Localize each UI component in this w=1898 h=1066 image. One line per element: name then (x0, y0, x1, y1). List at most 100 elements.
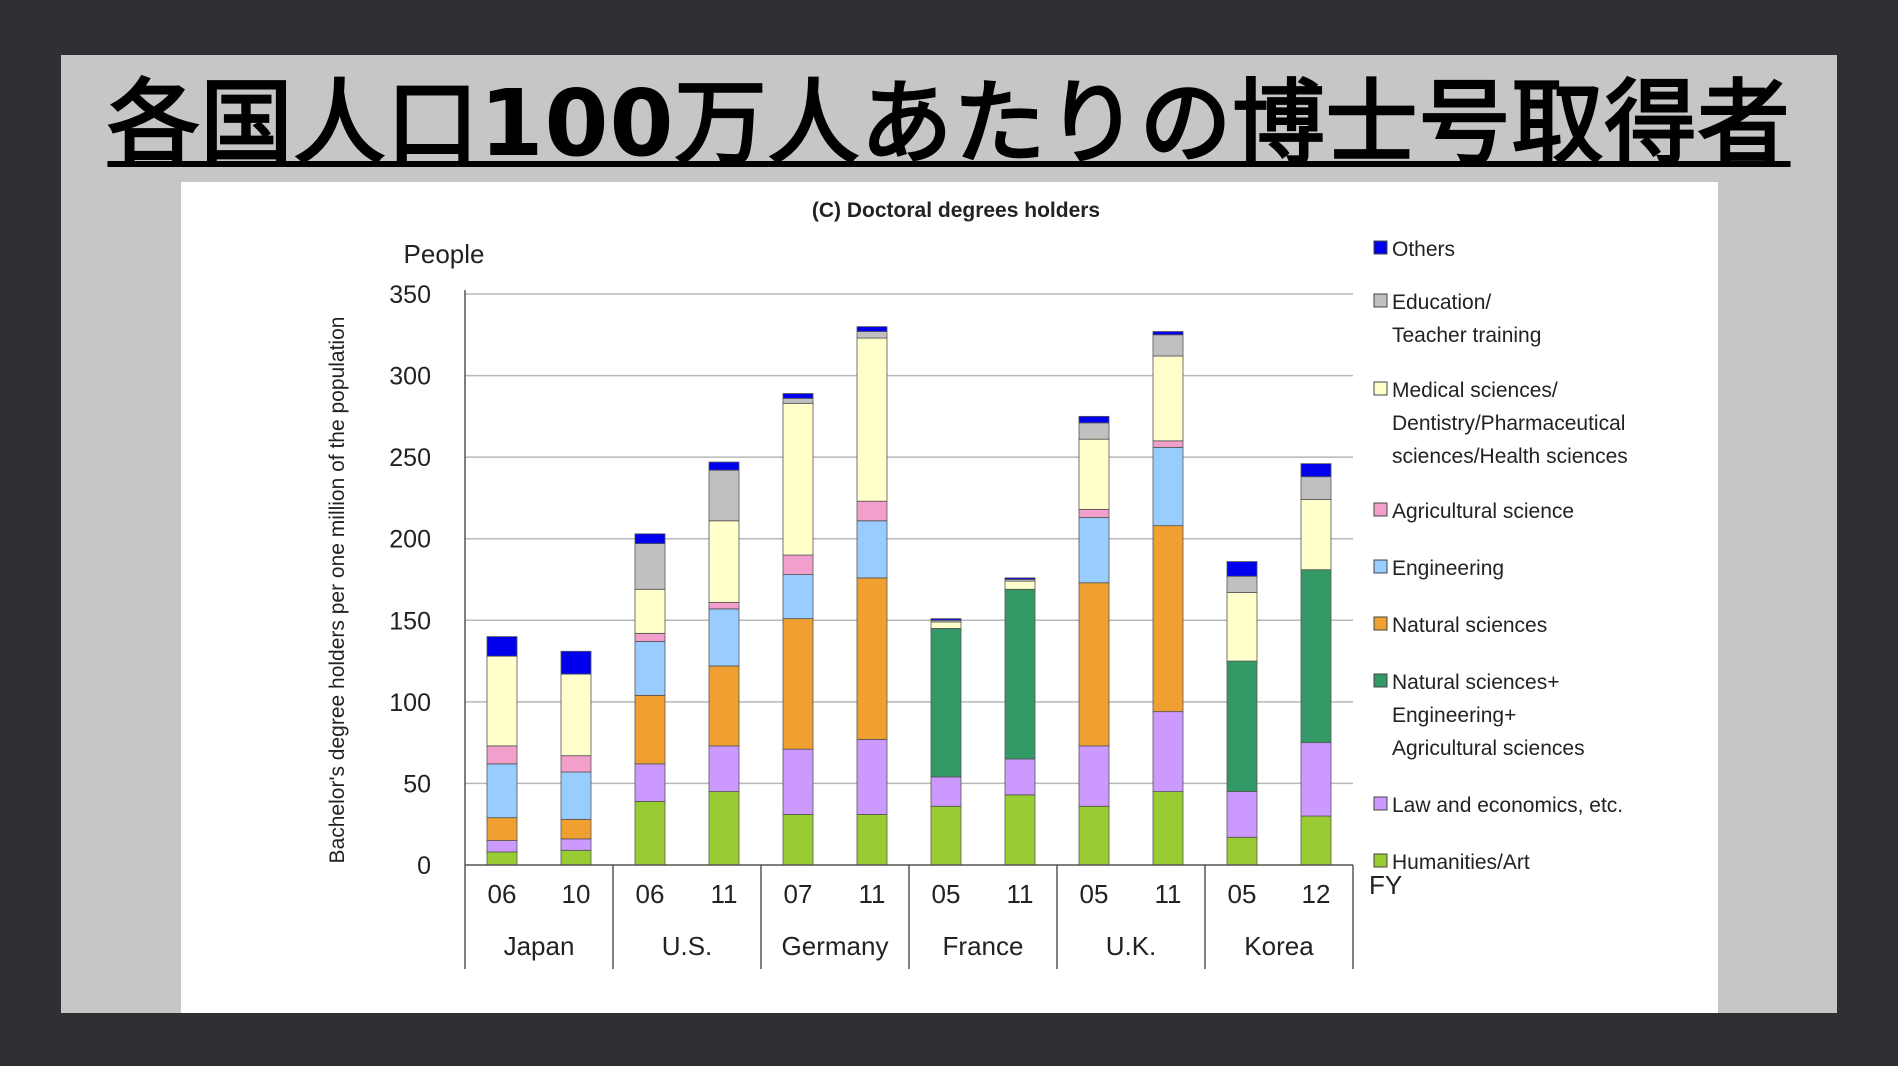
bar-segment (856, 337, 888, 502)
bar-segment (708, 601, 740, 610)
chart-title: (C) Doctoral degrees holders (812, 199, 1100, 222)
country-label: Korea (1244, 931, 1314, 961)
bar-segment (1152, 525, 1184, 713)
bar-segment (486, 745, 518, 765)
slide: 各国人口100万人あたりの博士号取得者 (C) Doctoral degrees… (61, 55, 1837, 1013)
bar-segment (1078, 582, 1110, 747)
bar-segment (634, 694, 666, 765)
bar-segment (1300, 815, 1332, 866)
bar-segment (708, 520, 740, 603)
legend-entry-text: Agricultural sciences (1392, 737, 1585, 760)
year-label: 11 (859, 879, 886, 909)
bar-segment (1078, 745, 1110, 807)
year-label: 12 (1302, 879, 1331, 909)
bar-segment (634, 632, 666, 642)
bar-segment (486, 817, 518, 841)
year-label: 11 (711, 879, 738, 909)
bar-segment (856, 577, 888, 740)
legend-entry-text: Teacher training (1392, 324, 1541, 347)
year-label: 05 (1080, 879, 1109, 909)
bar-segment (634, 588, 666, 634)
bar-segment (1152, 334, 1184, 357)
bar-segment (1226, 561, 1258, 577)
country-label: Germany (782, 931, 889, 961)
bar-segment (634, 533, 666, 545)
bar-segment (560, 818, 592, 840)
bar-segment (1004, 577, 1036, 580)
legend-swatch (1373, 853, 1388, 868)
legend-entry-text: Medical sciences/ (1392, 379, 1558, 402)
bar-segment (1152, 711, 1184, 792)
bar-segment (782, 402, 814, 556)
bar-segment (560, 838, 592, 851)
bar-segment (782, 814, 814, 866)
bar-segment (634, 800, 666, 866)
bar-segment (856, 326, 888, 332)
bar-segment (708, 791, 740, 866)
year-label: 06 (488, 879, 517, 909)
bar-segment (708, 608, 740, 667)
bar-segment (560, 771, 592, 820)
bar-segment (856, 814, 888, 866)
legend-swatch (1373, 240, 1388, 255)
chart-figure: (C) Doctoral degrees holders People Bach… (181, 182, 1718, 1013)
year-label: 06 (636, 879, 665, 909)
unit-label: People (404, 239, 485, 269)
bar-segment (930, 621, 962, 629)
bar-segment (1300, 569, 1332, 744)
bar-segment (1078, 805, 1110, 866)
bar-segment (782, 554, 814, 576)
legend-entry-text: Natural sciences+ (1392, 671, 1560, 694)
bar-segment (1152, 440, 1184, 448)
bar-segment (782, 574, 814, 620)
legend-entry-text: Natural sciences (1392, 614, 1547, 637)
bar-segment (560, 650, 592, 675)
stacked-bar-chart: (C) Doctoral degrees holders People Bach… (326, 199, 1628, 969)
legend-entry-text: Engineering+ (1392, 704, 1516, 727)
year-label: 11 (1155, 879, 1182, 909)
bar-segment (708, 469, 740, 522)
bar-segment (634, 763, 666, 802)
bar-segment (856, 738, 888, 815)
bar-segment (560, 755, 592, 773)
bar-segment (1226, 660, 1258, 792)
bar-segment (486, 840, 518, 853)
bar-segment (1226, 575, 1258, 593)
country-label: Japan (504, 931, 575, 961)
legend-entry-text: Law and economics, etc. (1392, 794, 1623, 817)
legend-entry-text: sciences/Health sciences (1392, 445, 1628, 468)
bar-segment (782, 393, 814, 399)
bar-segment (1078, 415, 1110, 424)
y-tick-label: 150 (389, 607, 431, 635)
bar-segment (930, 618, 962, 621)
bar-segment (930, 805, 962, 866)
legend-swatch (1373, 559, 1388, 574)
bar-segment (1300, 463, 1332, 478)
bar-segment (782, 748, 814, 815)
bar-segment (1152, 331, 1184, 336)
bar-segment (486, 655, 518, 747)
legend-entry-text: Engineering (1392, 557, 1504, 580)
year-label: 11 (1007, 879, 1034, 909)
year-label: 10 (562, 879, 591, 909)
bar-segment (856, 500, 888, 522)
bar-segment (1152, 446, 1184, 527)
bar-segment (856, 331, 888, 339)
year-label: 05 (1228, 879, 1257, 909)
legend-entry-text: Education/ (1392, 291, 1491, 314)
y-tick-label: 50 (403, 770, 431, 798)
bar-segment (1078, 517, 1110, 584)
y-tick-label: 200 (389, 526, 431, 554)
y-tick-label: 0 (417, 852, 431, 880)
bar-segment (782, 618, 814, 750)
bar-segment (1078, 438, 1110, 510)
legend-swatch (1373, 381, 1388, 396)
bar-segment (1078, 508, 1110, 518)
country-label: U.S. (662, 931, 713, 961)
bar-segment (634, 543, 666, 590)
bar-segment (486, 851, 518, 866)
bar-segment (1300, 476, 1332, 500)
bar-segment (560, 849, 592, 866)
bar-segment (1152, 791, 1184, 866)
bar-segment (486, 636, 518, 657)
